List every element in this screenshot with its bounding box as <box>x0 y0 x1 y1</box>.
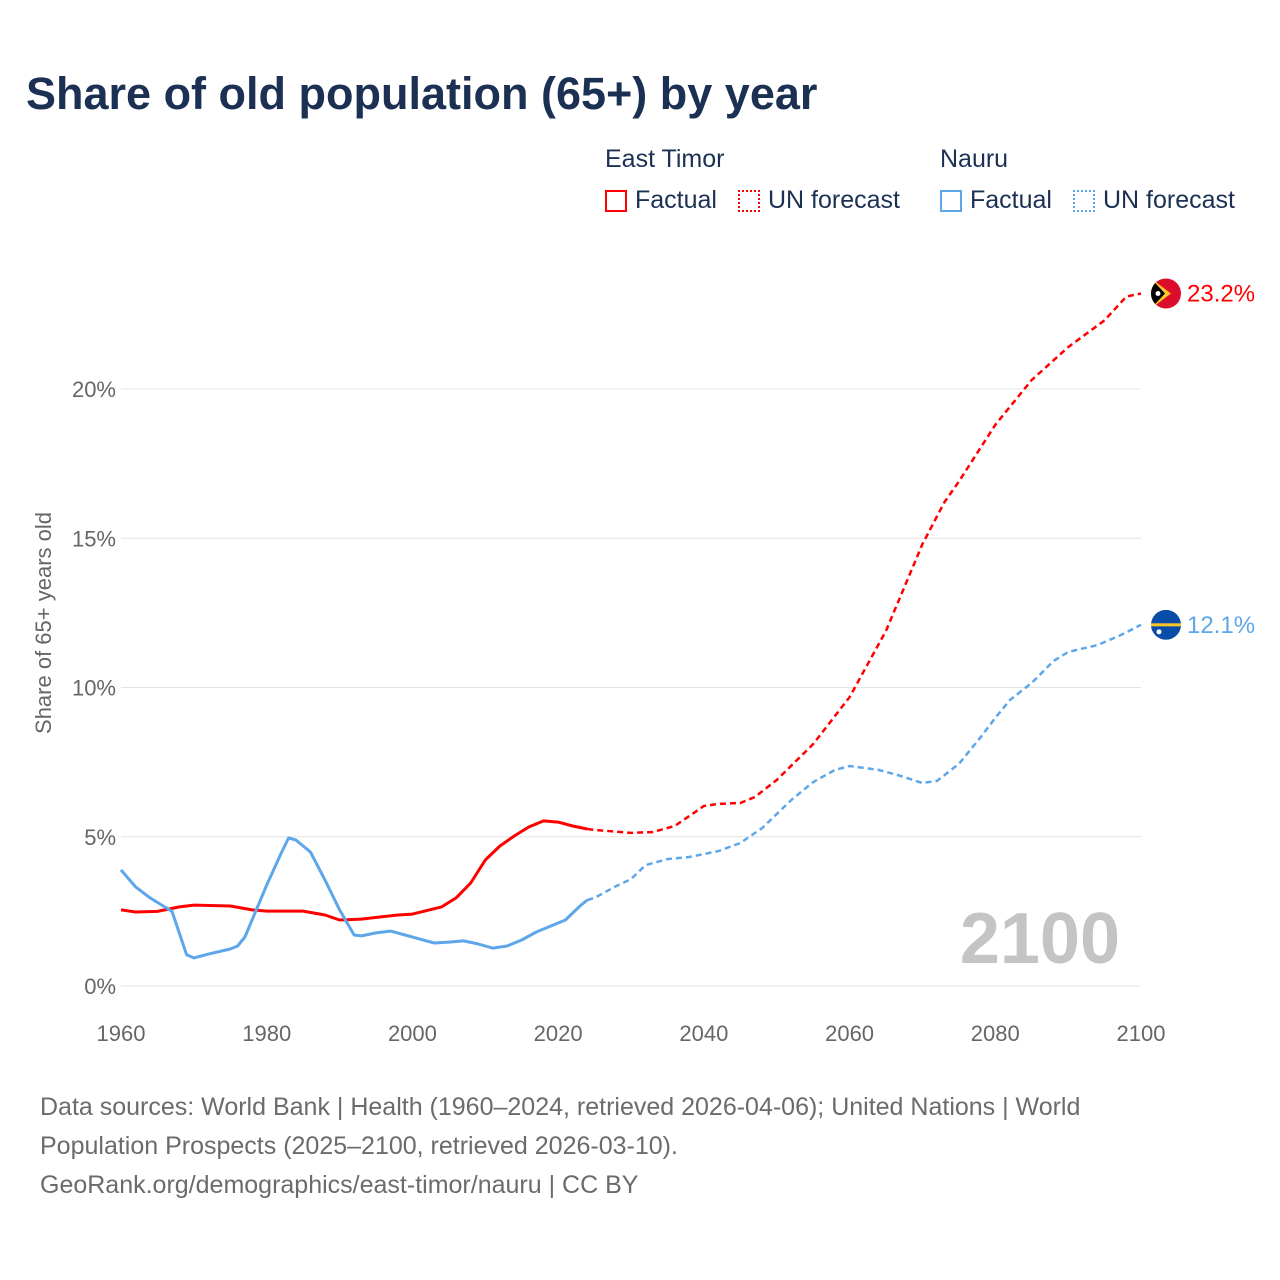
legend-east-timor-factual[interactable]: Factual <box>605 186 717 215</box>
flag-star <box>1156 629 1162 635</box>
dotted-swatch-icon <box>1073 189 1095 212</box>
legend-label: UN forecast <box>1103 186 1235 214</box>
flag <box>1151 278 1181 309</box>
series-line-nauru-forecast <box>586 623 1142 902</box>
chart-title: Share of old population (65+) by year <box>26 68 818 119</box>
legend-label: Factual <box>635 186 717 214</box>
y-tick-label: 5% <box>84 825 116 850</box>
flag-star <box>1155 290 1161 296</box>
legend-group-east-timor: East Timor <box>605 145 725 173</box>
source-link[interactable]: GeoRank.org/demographics/east-timor/naur… <box>40 1171 639 1199</box>
legend-label: UN forecast <box>768 186 900 214</box>
series-line-east-timor-forecast <box>587 292 1142 835</box>
end-value-label: 23.2% <box>1187 280 1255 307</box>
series-line-east-timor-factual <box>120 819 588 922</box>
x-tick-label: 2080 <box>971 1021 1020 1046</box>
legend-label: Factual <box>970 186 1052 214</box>
y-tick-label: 0% <box>84 974 116 999</box>
legend-group-nauru: Nauru <box>940 145 1009 173</box>
nauru-flag-icon <box>1151 609 1181 640</box>
x-tick-label: 2100 <box>1117 1021 1166 1046</box>
flag-stripe <box>1151 623 1181 627</box>
flag <box>1151 609 1181 640</box>
x-tick-label: 1980 <box>242 1021 291 1046</box>
source-note: Data sources: World Bank | Health (1960–… <box>40 1088 1180 1205</box>
line-chart: 0% 5% 10% 15% 20% 1960 1980 2000 2020 2040 2060 208… <box>31 278 1255 1046</box>
source-line: Data sources: World Bank | Health (1960–… <box>40 1093 1081 1160</box>
year-watermark: 2100 <box>960 899 1120 979</box>
end-value-label: 12.1% <box>1187 612 1255 639</box>
x-tick-label: 2040 <box>679 1021 728 1046</box>
y-tick-label: 20% <box>72 377 116 402</box>
x-tick-label: 2020 <box>534 1021 583 1046</box>
x-tick-label: 1960 <box>97 1021 146 1046</box>
solid-swatch-icon <box>605 189 627 212</box>
east-timor-flag-icon <box>1151 278 1181 309</box>
series-line-nauru-factual <box>119 836 589 960</box>
dotted-swatch-icon <box>738 189 760 212</box>
y-tick-label: 15% <box>72 526 116 551</box>
solid-swatch-icon <box>940 189 962 212</box>
x-tick-label: 2000 <box>388 1021 437 1046</box>
x-tick-label: 2060 <box>825 1021 874 1046</box>
legend-nauru-forecast[interactable]: UN forecast <box>1073 186 1235 215</box>
legend-nauru-factual[interactable]: Factual <box>940 186 1052 215</box>
y-axis-label: Share of 65+ years old <box>31 512 56 734</box>
legend-east-timor-forecast[interactable]: UN forecast <box>738 186 900 215</box>
y-tick-label: 10% <box>72 676 116 701</box>
